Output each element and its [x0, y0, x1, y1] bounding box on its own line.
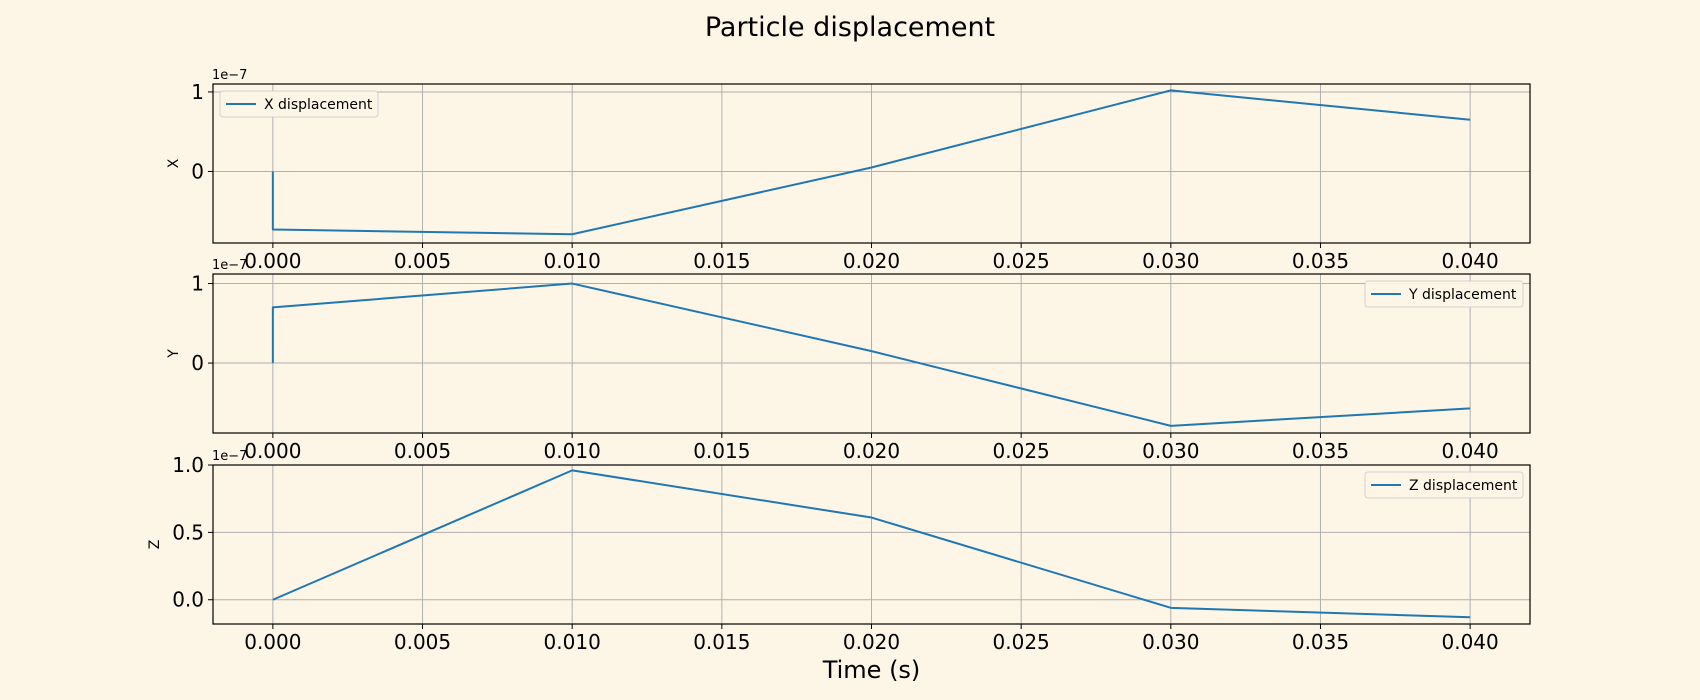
x-tick-label: 0.010: [544, 630, 601, 654]
x-tick-label: 0.015: [693, 249, 750, 273]
x-tick-label: 0.035: [1292, 439, 1349, 463]
x-tick-label: 0.010: [544, 249, 601, 273]
x-tick-label: 0.000: [244, 439, 301, 463]
x-tick-label: 0.015: [693, 439, 750, 463]
subplot-2: 0.000 0.005 0.010 0.015 0.020 0.025 0.030 0.035…: [166, 258, 1531, 463]
legend-label: Z displacement: [1409, 478, 1518, 494]
x-tick-label: 0.020: [843, 630, 900, 654]
subplot-3: 0.000 0.005 0.010 0.015 0.020 0.025 0.030 0.035…: [147, 449, 1531, 684]
x-tick-label: 0.040: [1442, 439, 1499, 463]
y-tick-label: 1.0: [172, 453, 204, 477]
x-tick-label: 0.025: [993, 630, 1050, 654]
y-offset-label: 1e−7: [212, 258, 247, 273]
x-tick-label: 0.005: [394, 439, 451, 463]
legend-box: [219, 90, 379, 118]
x-tick-label: 0.035: [1292, 630, 1349, 654]
series-line-x-displacement: [271, 89, 1471, 236]
x-tick-label: 0.005: [394, 249, 451, 273]
y-offset-label: 1e−7: [212, 449, 247, 464]
y-axis-label: X: [166, 158, 182, 168]
y-tick-label: 1: [191, 80, 204, 104]
x-tick-label: 0.000: [244, 249, 301, 273]
x-axis-label: Time (s): [822, 656, 921, 684]
legend-label: Y displacement: [1408, 287, 1517, 303]
y-tick-label: 0.5: [172, 520, 204, 544]
x-tick-label: 0.035: [1292, 249, 1349, 273]
legend-label: X displacement: [264, 97, 373, 113]
series-line-z-displacement: [272, 469, 1471, 619]
x-tick-label: 0.010: [544, 439, 601, 463]
y-tick-label: 0: [191, 351, 204, 375]
x-tick-label: 0.030: [1142, 630, 1199, 654]
x-tick-label: 0.040: [1442, 249, 1499, 273]
gridlines: [213, 274, 1530, 433]
y-axis-label: Y: [166, 349, 182, 359]
x-tick-label: 0.025: [993, 249, 1050, 273]
legend: Y displacement: [1364, 280, 1524, 308]
x-tick-label: 0.025: [993, 439, 1050, 463]
x-tick-label: 0.015: [693, 630, 750, 654]
gridlines: [213, 84, 1530, 243]
gridlines: [213, 464, 1530, 624]
legend-box: [1364, 471, 1524, 499]
series-line-y-displacement: [271, 282, 1471, 427]
legend: Z displacement: [1364, 471, 1524, 499]
x-tick-label: 0.000: [244, 630, 301, 654]
x-tick-label: 0.030: [1142, 249, 1199, 273]
y-tick-label: 0.0: [172, 588, 204, 612]
subplots: 0.000 0.005 0.010 0.015 0.020 0.025 0.030 0.035…: [147, 68, 1531, 684]
y-offset-label: 1e−7: [212, 68, 247, 83]
x-tick-label: 0.020: [843, 249, 900, 273]
figure-title: Particle displacement: [705, 12, 995, 43]
y-axis-label: Z: [147, 540, 163, 550]
y-tick-label: 0: [191, 159, 204, 183]
x-tick-label: 0.040: [1442, 630, 1499, 654]
legend-box: [1364, 280, 1524, 308]
subplot-1: 0.000 0.005 0.010 0.015 0.020 0.025 0.030 0.035…: [166, 68, 1531, 273]
x-tick-label: 0.030: [1142, 439, 1199, 463]
x-tick-label: 0.020: [843, 439, 900, 463]
x-tick-label: 0.005: [394, 630, 451, 654]
y-tick-label: 1: [191, 272, 204, 296]
legend: X displacement: [219, 90, 379, 118]
